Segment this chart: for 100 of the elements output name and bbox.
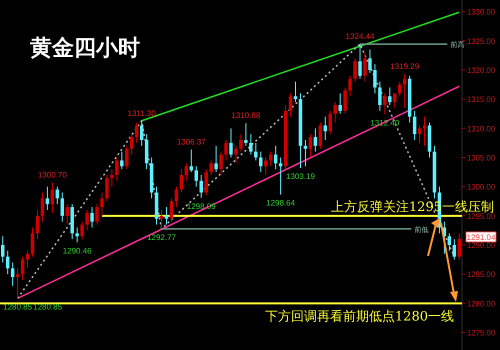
candlestick — [458, 232, 462, 260]
candlestick — [140, 120, 144, 146]
candlestick — [324, 116, 328, 140]
candlestick — [402, 74, 406, 108]
candlestick — [278, 157, 282, 196]
annotation: 1303.19 — [286, 172, 316, 182]
candlestick — [36, 210, 40, 240]
annotation: 1310.88 — [231, 111, 261, 120]
annotation: 1319.29 — [390, 62, 420, 72]
annotation: 1292.77 — [147, 232, 177, 242]
candlestick — [120, 151, 124, 170]
candlestick — [219, 151, 223, 176]
candlestick — [184, 162, 188, 182]
candlestick — [318, 122, 322, 150]
candlestick — [144, 134, 148, 170]
candlestick — [388, 87, 392, 106]
candlestick — [40, 192, 44, 222]
annotation: 1300.70 — [38, 170, 68, 180]
candlestick — [95, 204, 99, 226]
candlestick — [125, 145, 129, 170]
candlestick — [239, 134, 243, 152]
annotation: 1306.37 — [176, 138, 206, 147]
y-tick-label: 1275.00 — [467, 328, 496, 338]
candlestick — [199, 174, 203, 198]
candlestick — [174, 186, 178, 208]
candlestick — [209, 160, 213, 176]
candlestick — [268, 151, 272, 167]
candlestick — [46, 186, 50, 210]
candlestick — [314, 128, 318, 152]
candlestick — [160, 210, 164, 230]
candlestick — [224, 140, 228, 161]
y-tick-label: 1280.00 — [467, 299, 496, 308]
candlestick — [383, 92, 387, 115]
candlestick — [378, 81, 382, 112]
candlestick — [452, 238, 456, 260]
annotation: 1324.44 — [346, 32, 376, 42]
candlestick — [393, 92, 396, 108]
candlestick — [16, 268, 20, 299]
candlestick — [56, 186, 60, 205]
candlestick — [80, 221, 84, 240]
annotation: 1280.85 — [33, 302, 63, 312]
candlestick — [6, 250, 10, 275]
candlestick — [190, 149, 194, 173]
y-tick-label: 1300.00 — [467, 182, 496, 192]
y-tick-label: 1315.00 — [467, 95, 496, 104]
annotation: 1280.85 — [3, 302, 33, 312]
annotation: 1298.64 — [266, 198, 296, 208]
y-tick-label: 1320.00 — [467, 66, 496, 75]
y-tick-label: 1305.00 — [467, 154, 496, 162]
candlestick — [259, 151, 263, 173]
candlestick — [110, 168, 114, 188]
y-tick-label: 1330.00 — [467, 8, 496, 17]
candlestick — [412, 110, 416, 140]
candlestick — [254, 142, 258, 161]
candlestick — [328, 110, 332, 135]
candlestick — [130, 134, 134, 156]
candlestick — [353, 58, 357, 82]
candlestick — [26, 250, 30, 269]
candlestick — [214, 145, 218, 173]
y-tick-label: 1295.00 — [467, 212, 496, 221]
text: 1291.04 — [466, 232, 496, 242]
candlestick — [20, 256, 24, 280]
candlestick — [115, 157, 119, 182]
candlestick — [10, 262, 14, 286]
candlestick — [100, 192, 104, 216]
candlestick — [105, 174, 109, 202]
candlestick — [264, 157, 268, 176]
candlestick — [363, 52, 367, 82]
candlestick — [338, 92, 342, 114]
y-tick-label: 1290.00 — [467, 241, 496, 250]
candlestick — [66, 204, 69, 226]
candlestick — [304, 140, 308, 167]
candlestick — [244, 122, 248, 146]
candlestick — [448, 232, 452, 252]
candlestick — [134, 122, 138, 144]
candlestick — [422, 116, 426, 146]
candlestick — [348, 75, 352, 97]
candlestick — [373, 64, 377, 94]
annotation: 1311.30 — [128, 108, 156, 118]
annotation: 1290.46 — [62, 246, 92, 256]
candlestick — [358, 44, 362, 80]
candlestick — [194, 166, 198, 188]
y-tick-label: 1325.00 — [467, 36, 496, 46]
candlestick — [274, 145, 278, 170]
candlestick — [180, 168, 184, 193]
candlestick — [170, 198, 174, 222]
candlestick — [90, 206, 94, 228]
candlestick — [343, 87, 347, 114]
candlestick — [308, 134, 312, 158]
candlestick — [50, 182, 54, 214]
text: 黄金四小时 — [29, 36, 140, 61]
candlestick — [204, 168, 208, 196]
candlestick — [398, 81, 402, 97]
candlestick — [249, 134, 253, 156]
candlestick — [75, 227, 79, 243]
candlestick — [418, 124, 422, 144]
y-tick-label: 1310.00 — [467, 124, 496, 134]
candlestick — [288, 92, 292, 118]
candlestick — [234, 145, 238, 164]
candlestick — [333, 102, 337, 123]
